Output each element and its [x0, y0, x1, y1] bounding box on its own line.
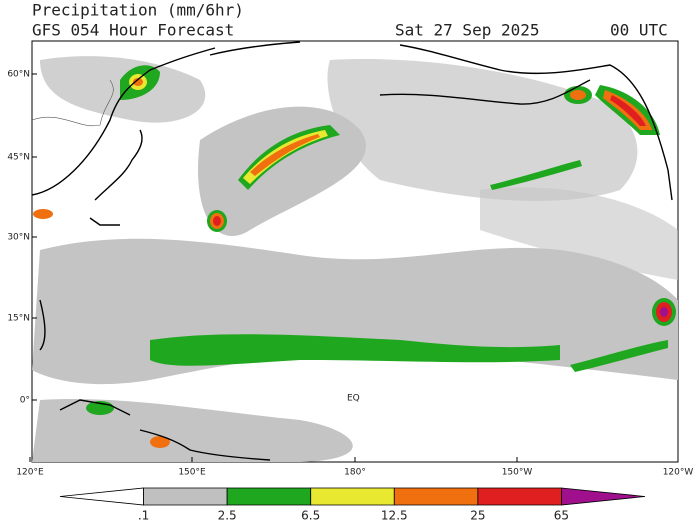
subtitle: GFS 054 Hour Forecast — [32, 21, 234, 40]
lon-label: 120°W — [663, 468, 694, 478]
colorbar-label: .1 — [138, 509, 149, 523]
colorbar-label: 2.5 — [218, 509, 237, 523]
colorbar-segment — [226, 487, 312, 506]
colorbar-label: 25 — [470, 509, 485, 523]
lon-label: 150°E — [178, 468, 206, 478]
lat-label: 15°N — [7, 314, 30, 324]
lat-label: 60°N — [7, 70, 30, 80]
lon-label: 120°E — [16, 468, 44, 478]
date: Sat 27 Sep 2025 — [395, 21, 540, 40]
lon-label: 180° — [344, 468, 366, 478]
colorbar-segment — [59, 487, 144, 506]
lat-label: 0° — [20, 396, 30, 406]
colorbar-label: 65 — [554, 509, 569, 523]
colorbar-segment — [143, 487, 228, 506]
precip — [32, 56, 678, 462]
map: EQ — [31, 40, 679, 463]
time: 00 UTC — [610, 21, 668, 40]
colorbar: .1 2.5 6.5 12.5 25 65 — [59, 487, 646, 523]
lat-label: 30°N — [7, 233, 30, 243]
borders — [31, 79, 114, 127]
colorbar-segment — [310, 487, 395, 506]
colorbar-segment — [477, 487, 562, 506]
coastlines — [32, 41, 673, 461]
lon-label: 150°W — [502, 468, 533, 478]
lat-label: 45°N — [7, 153, 30, 163]
colorbar-label: 6.5 — [301, 509, 320, 523]
title: Precipitation (mm/6hr) — [32, 1, 244, 20]
colorbar-label: 12.5 — [381, 509, 408, 523]
colorbar-segment — [561, 487, 646, 506]
equator-label: EQ — [347, 394, 360, 404]
colorbar-segment — [393, 487, 479, 506]
